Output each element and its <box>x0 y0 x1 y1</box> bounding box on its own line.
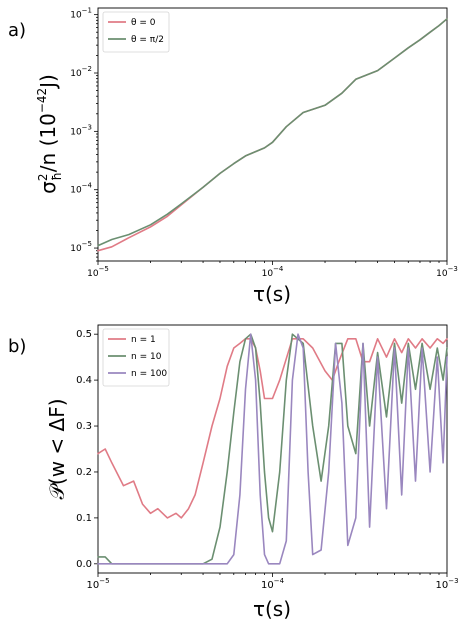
y-tick-label: 0.3 <box>76 421 92 432</box>
x-tick-label: 10−3 <box>435 577 458 591</box>
y-tick-label: 0.5 <box>76 329 92 340</box>
y-tick-label: 10−5 <box>70 240 92 254</box>
y-tick-label: 0.2 <box>76 467 92 478</box>
x-tick-label: 10−5 <box>87 265 109 279</box>
x-axis-title-a: τ(s) <box>253 282 291 306</box>
series-a <box>97 17 448 252</box>
series-b <box>97 333 448 565</box>
x-tick-label: 10−5 <box>86 577 109 591</box>
panel-b: b) 10−5 10−4 10−30.00.10.20.30.40.5 n = 1n… <box>8 324 459 621</box>
panel-label-b: b) <box>8 336 26 357</box>
series-line-1 <box>97 17 448 252</box>
y-axis-title-a-exp: −42 <box>35 88 49 113</box>
y-tick-label: 10−1 <box>70 7 92 21</box>
ticks-b: 10−5 10−4 10−3 0.0 0.1 0.2 0.3 0.4 0.5 <box>76 329 458 591</box>
legend-label: n = 10 <box>131 352 162 362</box>
series-line-3 <box>97 333 448 565</box>
legend-b: n = 1 n = 10 n = 100 <box>102 328 170 387</box>
y-axis-title-a-rest: /n (10 <box>36 113 60 172</box>
x-tick-label: 10−3 <box>436 265 458 279</box>
y-tick-label: 0.0 <box>76 559 92 570</box>
legend-label: θ = 0 <box>131 18 156 28</box>
x-axis-title-b: τ(s) <box>253 597 291 621</box>
y-axis-title-b: 𝒫(w < ΔF) <box>45 398 69 499</box>
legend-label: n = 1 <box>131 335 156 345</box>
y-tick-label: 10−4 <box>70 182 92 196</box>
y-tick-label: 0.1 <box>76 513 92 524</box>
x-tick-label: 10−4 <box>261 577 285 591</box>
y-tick-label: 0.4 <box>76 375 92 386</box>
y-axis-title-a-sub: ħ <box>50 172 64 180</box>
ticks-a: 10−5 10−4 10−3 10−5 10−4 10−3 10−2 10−1 <box>70 7 458 279</box>
y-axis-title-a-sup: 2 <box>36 174 50 182</box>
y-tick-label: 10−3 <box>70 123 92 137</box>
legend-label: n = 100 <box>131 369 167 379</box>
y-axis-title-a-sym: σ <box>36 181 60 194</box>
panel-label-a: a) <box>8 20 26 41</box>
series-line-2 <box>97 17 448 247</box>
y-tick-label: 10−2 <box>70 65 92 79</box>
legend-box <box>102 328 170 387</box>
panel-a: a) 10−5 10−4 10−3 10−5 10−4 10−3 10−2 10−1 θ = … <box>8 7 458 306</box>
y-axis-title-a: σ2ħ/n (10−42J) <box>35 74 64 194</box>
legend-label: θ = π/2 <box>131 35 164 45</box>
x-tick-label: 10−4 <box>262 265 284 279</box>
legend-a: θ = 0 θ = π/2 <box>102 11 170 53</box>
y-axis-title-a-unit: J) <box>36 74 60 90</box>
series-line-1 <box>97 337 448 519</box>
